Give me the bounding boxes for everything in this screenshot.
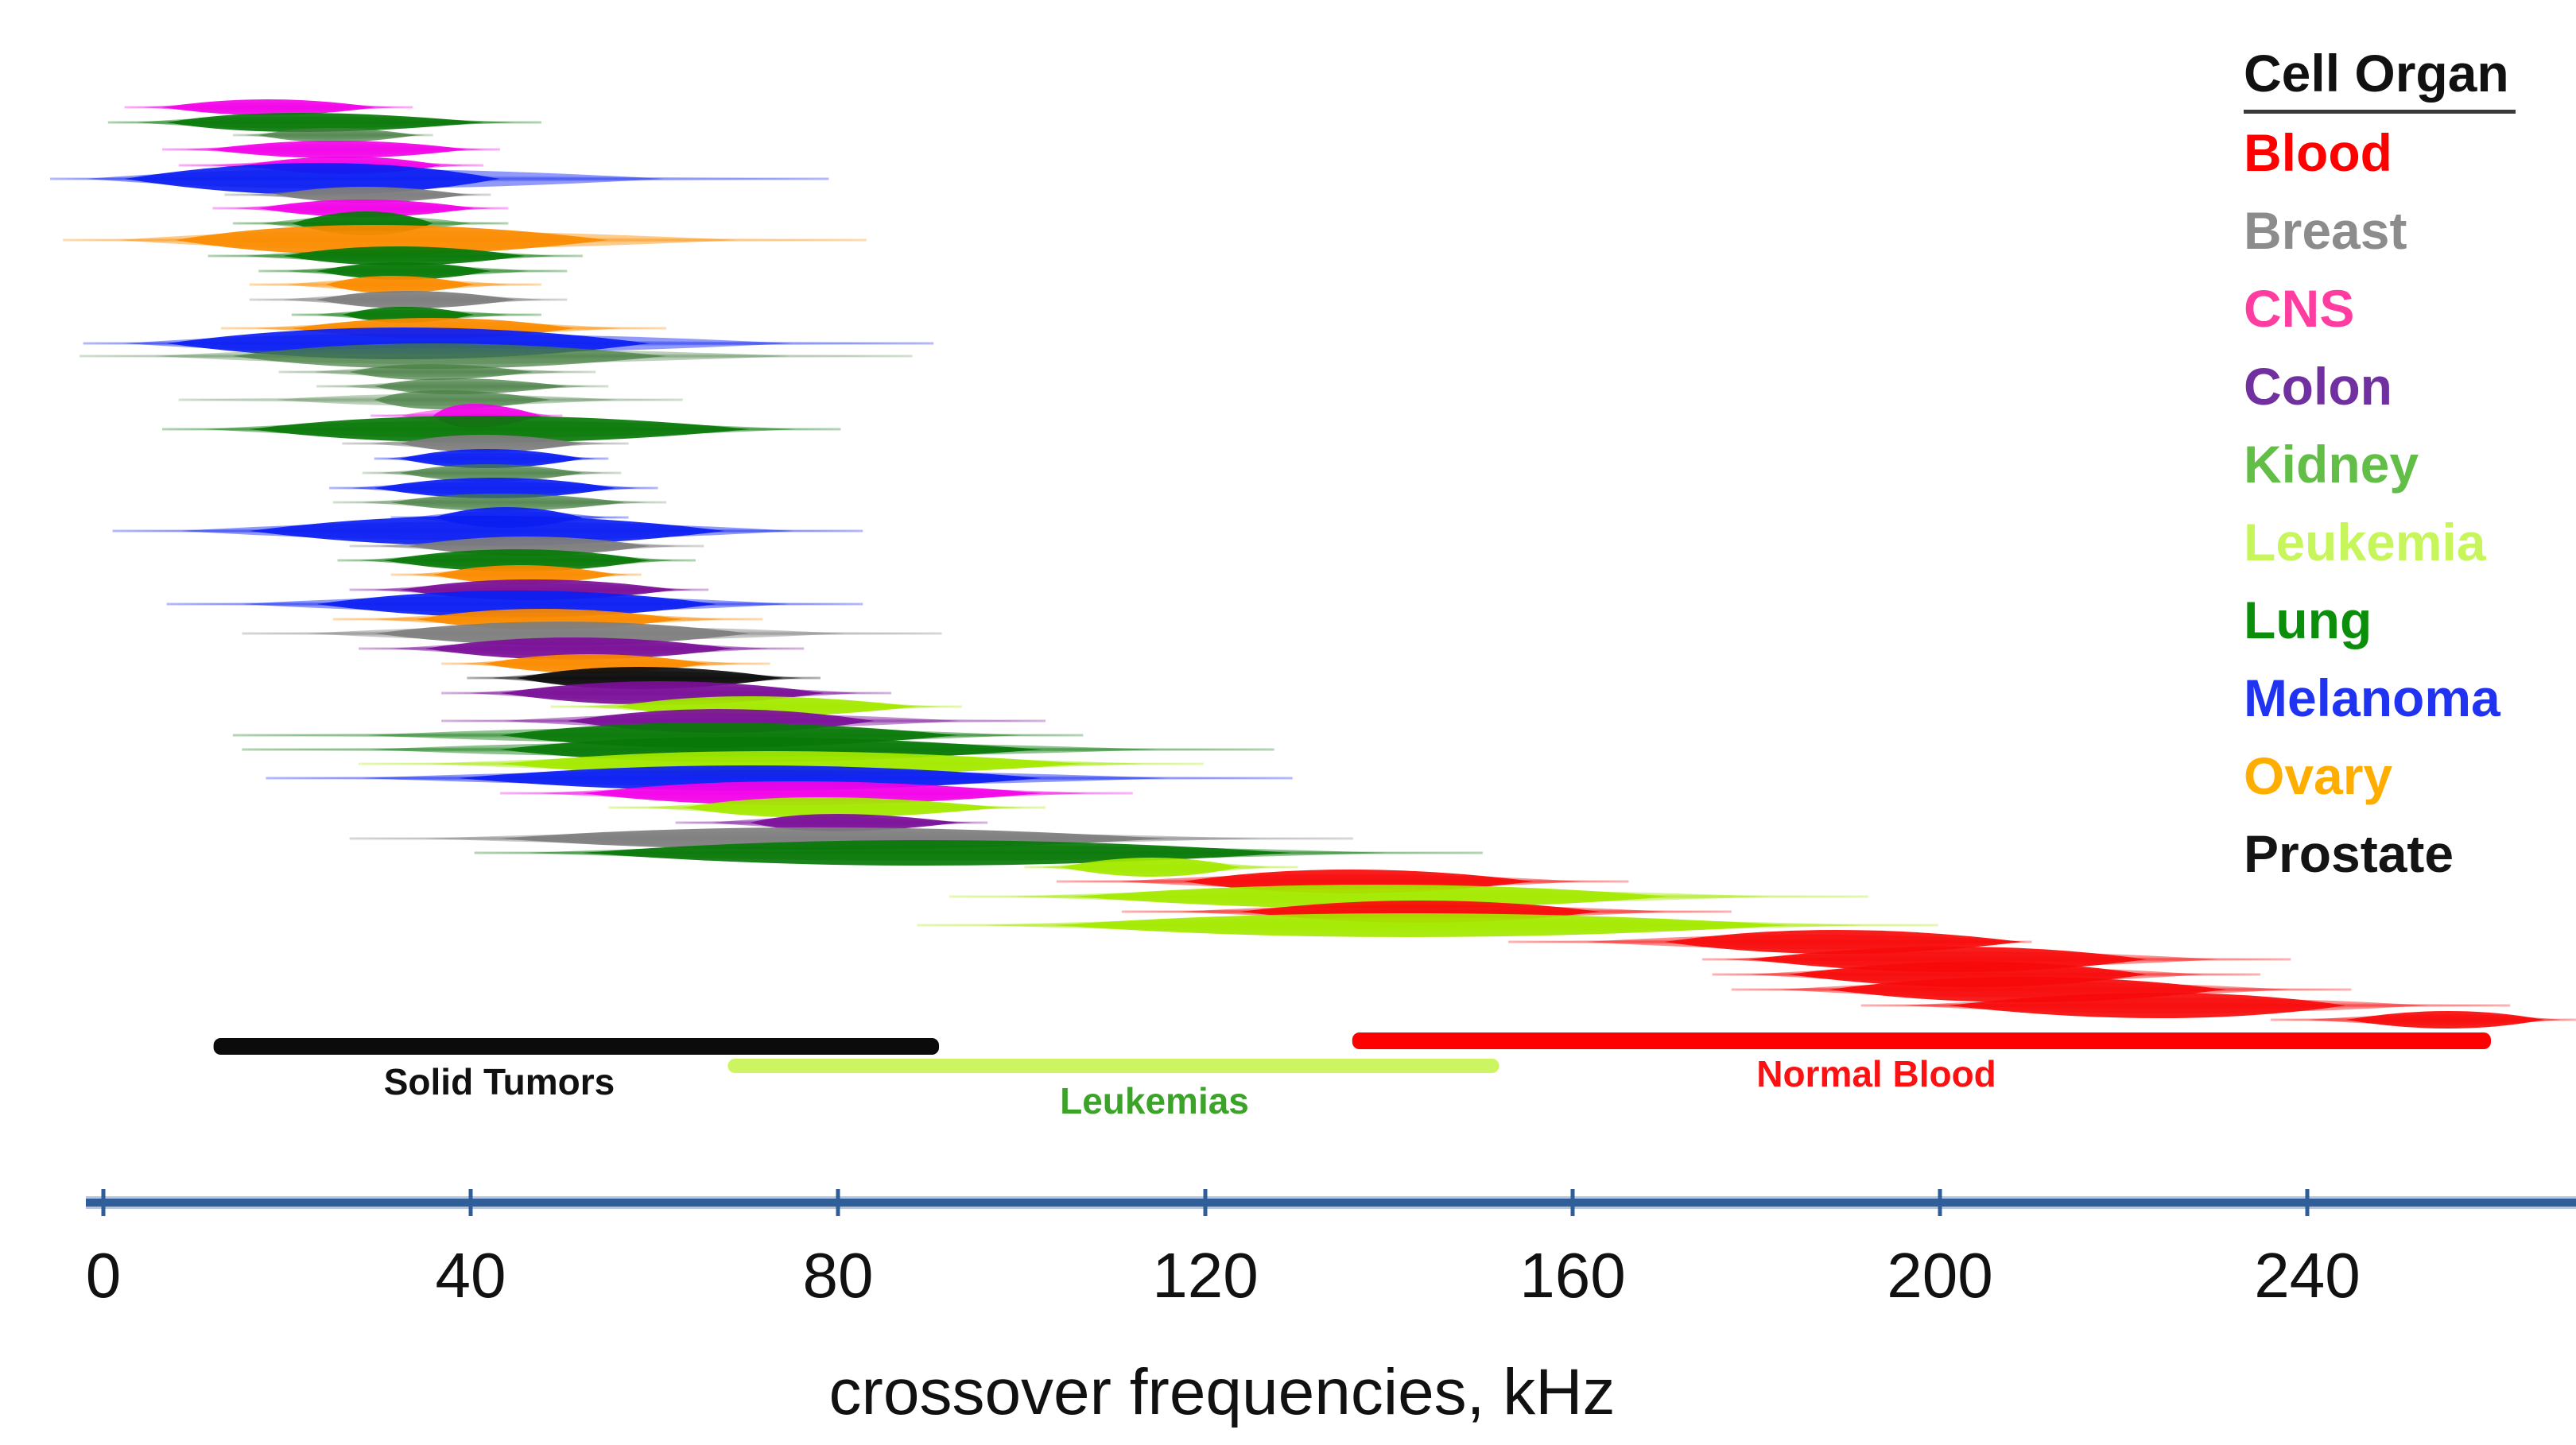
axis-tick-label: 240 bbox=[2254, 1240, 2360, 1311]
violin-row-kidney bbox=[79, 343, 913, 369]
violin-row-ovary bbox=[390, 565, 642, 584]
violin-row-ovary bbox=[63, 225, 867, 255]
violin-row-lung bbox=[161, 416, 841, 443]
axis-tick bbox=[1203, 1189, 1208, 1216]
violin-row-lung bbox=[474, 840, 1483, 866]
x-axis: 0 40 80 120 160 200 240 bbox=[86, 1189, 2576, 1311]
violin-row-ovary bbox=[249, 276, 541, 293]
axis-tick bbox=[1570, 1189, 1575, 1216]
legend: Cell Organ Blood Breast CNS Colon Kidney Leuk… bbox=[2244, 37, 2516, 893]
axis-tick-label: 160 bbox=[1519, 1240, 1625, 1311]
violin-row-lung bbox=[232, 211, 509, 235]
violin-row-ovary bbox=[441, 654, 770, 673]
violin-row-breast bbox=[342, 435, 629, 452]
violin-row-breast bbox=[249, 291, 568, 308]
violin-row-kidney bbox=[278, 364, 596, 380]
violin-row-lung bbox=[258, 262, 568, 280]
range-bar-leukemias: Leukemias bbox=[727, 1059, 1499, 1122]
axis-tick bbox=[2305, 1189, 2310, 1216]
legend-item-lung: Lung bbox=[2244, 591, 2372, 649]
violin-row-cns bbox=[212, 200, 509, 217]
axis-tick-label: 0 bbox=[86, 1240, 122, 1311]
violin-row-blood bbox=[1508, 930, 2032, 954]
violin-row-lung bbox=[337, 549, 696, 571]
legend-item-breast: Breast bbox=[2244, 201, 2407, 260]
violin-row-kidney bbox=[332, 494, 667, 511]
legend-item-leukemia: Leukemia bbox=[2244, 513, 2486, 571]
legend-item-ovary: Ovary bbox=[2244, 746, 2393, 805]
violin-row-melanoma bbox=[374, 449, 609, 468]
violin-row-cns bbox=[499, 781, 1133, 805]
axis-tick-label: 40 bbox=[436, 1240, 506, 1311]
range-bar-label: Normal Blood bbox=[1756, 1053, 1996, 1094]
legend-item-colon: Colon bbox=[2244, 357, 2392, 416]
axis-tick-label: 80 bbox=[803, 1240, 874, 1311]
violin-row-cns bbox=[161, 141, 500, 158]
violin-row-prostate bbox=[467, 667, 821, 689]
range-bar-solid-tumors: Solid Tumors bbox=[213, 1038, 940, 1102]
violin-row-leukemia bbox=[917, 913, 1938, 937]
axis-tick bbox=[101, 1189, 106, 1216]
violin-row-breast bbox=[224, 187, 491, 203]
violin-row-kidney bbox=[232, 128, 433, 142]
legend-title: Cell Organ bbox=[2244, 37, 2516, 114]
violin-row-melanoma bbox=[50, 163, 829, 195]
legend-items: Blood Breast CNS Colon Kidney Leukemia Lung Mel… bbox=[2244, 114, 2516, 893]
axis-tick bbox=[1938, 1189, 1942, 1216]
violin-row-breast bbox=[242, 622, 942, 645]
violin-row-colon bbox=[675, 814, 988, 831]
violin-row-melanoma bbox=[266, 765, 1293, 791]
axis-tick-label: 200 bbox=[1887, 1240, 1992, 1311]
violin-row-leukemia bbox=[608, 797, 1046, 818]
legend-item-cns: CNS bbox=[2244, 279, 2355, 338]
violin-row-kidney bbox=[362, 464, 622, 482]
violin-row-blood bbox=[2270, 1011, 2576, 1029]
violin-row-kidney bbox=[178, 390, 683, 409]
legend-item-kidney: Kidney bbox=[2244, 435, 2419, 494]
violin-row-cns bbox=[124, 99, 413, 115]
legend-item-blood: Blood bbox=[2244, 123, 2392, 182]
range-bar-normal-blood: Normal Blood bbox=[1352, 1032, 2491, 1094]
violin-row-colon bbox=[359, 637, 805, 660]
violin-row-leukemia bbox=[949, 885, 1868, 908]
violin-row-kidney bbox=[316, 378, 609, 394]
violin-row-lung bbox=[107, 113, 541, 132]
violin-row-blood bbox=[1860, 993, 2511, 1018]
legend-item-melanoma: Melanoma bbox=[2244, 668, 2500, 727]
violin-row-melanoma bbox=[166, 591, 863, 618]
violin-row-melanoma bbox=[112, 516, 863, 546]
legend-item-prostate: Prostate bbox=[2244, 824, 2454, 883]
axis-tick bbox=[836, 1189, 840, 1216]
x-axis-label: crossover frequencies, kHz bbox=[828, 1356, 1616, 1428]
range-bar-label: Leukemias bbox=[1060, 1080, 1249, 1122]
violin-row-lung bbox=[208, 246, 583, 265]
range-bar-label: Solid Tumors bbox=[384, 1061, 615, 1102]
violin-row-leukemia bbox=[1024, 858, 1298, 877]
violin-row-melanoma bbox=[329, 478, 658, 498]
axis-tick bbox=[468, 1189, 473, 1216]
axis-tick-label: 120 bbox=[1152, 1240, 1258, 1311]
